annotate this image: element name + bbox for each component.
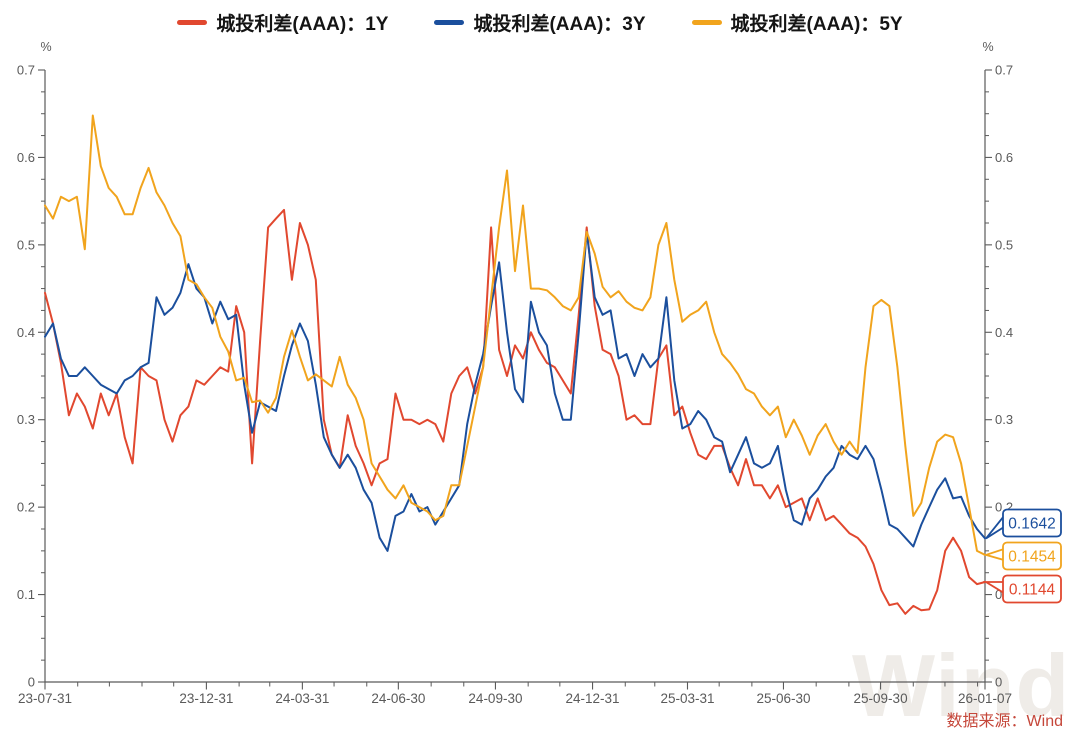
legend-label-1y: 城投利差(AAA)：1Y <box>216 14 389 35</box>
y-tick-label-left: 0.7 <box>17 63 35 78</box>
y-axis-unit-left: % <box>40 40 51 54</box>
legend-item-3y[interactable]: 城投利差(AAA)：3Y <box>434 9 646 36</box>
wind-watermark: Wind <box>852 636 1071 735</box>
y-tick-label-right: 0.4 <box>995 325 1013 340</box>
y-tick-label-left: 0.1 <box>17 587 35 602</box>
callout-value-3y: 0.1642 <box>1008 516 1055 533</box>
legend-label-3y: 城投利差(AAA)：3Y <box>473 14 646 35</box>
callout-box-5y <box>1002 541 1062 571</box>
y-tick-label-right: 0.5 <box>995 237 1013 252</box>
legend-swatch-5y <box>691 20 722 25</box>
x-tick-label: 25-09-30 <box>854 691 908 706</box>
y-tick-label-left: 0.6 <box>17 150 35 165</box>
x-tick-label: 25-06-30 <box>756 691 810 706</box>
legend-swatch-1y <box>177 20 208 25</box>
y-tick-label-left: 0.5 <box>17 237 35 252</box>
y-tick-label-left: 0.4 <box>17 325 35 340</box>
y-tick-label-left: 0.2 <box>17 500 35 515</box>
x-tick-label: 26-01-07 <box>958 691 1012 706</box>
series-line-3y <box>44 230 986 552</box>
legend-swatch-3y <box>434 20 465 25</box>
x-tick-label: 24-09-30 <box>468 691 522 706</box>
y-tick-label-right: 0.3 <box>995 412 1013 427</box>
x-tick-label: 25-03-31 <box>660 691 714 706</box>
legend-item-5y[interactable]: 城投利差(AAA)：5Y <box>691 9 903 36</box>
callout-value-5y: 0.1454 <box>1008 549 1056 566</box>
x-tick-label: 24-06-30 <box>371 691 425 706</box>
y-tick-label-right: 0 <box>995 675 1002 690</box>
x-tick-label: 24-03-31 <box>275 691 329 706</box>
y-axis-unit-right: % <box>982 40 993 54</box>
chart-legend: 城投利差(AAA)：1Y 城投利差(AAA)：3Y 城投利差(AAA)：5Y <box>0 9 1080 36</box>
data-source-text: 数据来源：Wind <box>946 713 1063 730</box>
y-tick-label-right: 0.6 <box>995 150 1013 165</box>
series-line-1y <box>44 208 986 615</box>
x-tick-label: 23-07-31 <box>18 691 72 706</box>
callout-value-1y: 0.1144 <box>1009 582 1056 599</box>
callout-box-3y <box>1002 508 1062 538</box>
x-tick-label: 24-12-31 <box>566 691 620 706</box>
callout-tail-3y <box>985 513 1005 540</box>
y-tick-label-right: 0.7 <box>995 63 1013 78</box>
series-line-5y <box>44 114 986 556</box>
legend-item-1y[interactable]: 城投利差(AAA)：1Y <box>177 9 388 36</box>
callout-box-1y <box>1002 574 1062 604</box>
x-tick-label: 23-12-31 <box>179 691 233 706</box>
y-tick-label-left: 0.3 <box>17 412 35 427</box>
legend-label-5y: 城投利差(AAA)：5Y <box>730 14 903 35</box>
y-tick-label-left: 0 <box>28 675 35 690</box>
